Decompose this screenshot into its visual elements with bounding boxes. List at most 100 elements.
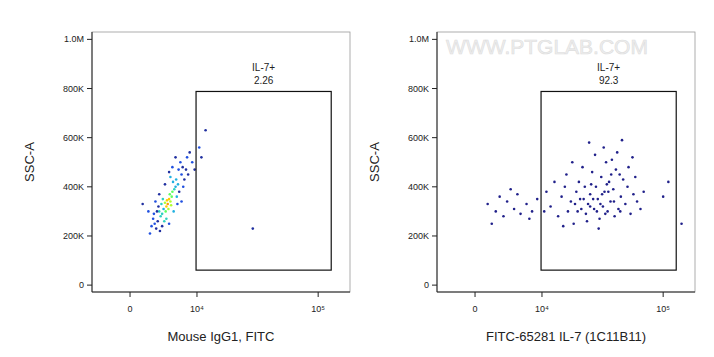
event-dot <box>167 208 170 211</box>
event-dot <box>168 222 171 225</box>
event-dot <box>642 190 645 193</box>
event-dot <box>567 210 570 213</box>
event-dot <box>160 203 163 206</box>
event-dot <box>525 203 528 206</box>
event-dot <box>172 181 175 184</box>
y-tick-label: 600K <box>408 133 429 143</box>
event-dot <box>200 156 203 159</box>
event-dot <box>188 151 191 154</box>
event-dot <box>596 210 599 213</box>
event-dot <box>251 227 254 230</box>
y-tick-label: 400K <box>63 182 84 192</box>
event-dot <box>178 190 181 193</box>
event-dot <box>631 156 634 159</box>
event-dot <box>606 210 609 213</box>
y-tick-label: 200K <box>63 231 84 241</box>
event-dot <box>574 203 577 206</box>
event-dot <box>595 186 598 189</box>
event-dot <box>600 176 603 179</box>
y-tick <box>432 186 437 187</box>
x-tick-label: 10⁴ <box>535 304 549 314</box>
event-dot <box>177 168 180 171</box>
event-dot <box>613 215 616 218</box>
x-tick-label: 10⁵ <box>656 304 670 314</box>
event-dot <box>165 217 168 220</box>
event-dot <box>622 178 625 181</box>
y-tick <box>432 137 437 138</box>
event-dot <box>168 171 171 174</box>
gate-group <box>541 91 676 270</box>
event-dot <box>180 173 183 176</box>
event-dot <box>498 195 501 198</box>
event-dot <box>603 190 606 193</box>
y-tick <box>432 88 437 89</box>
y-tick <box>432 235 437 236</box>
event-dot <box>613 200 616 203</box>
y-tick <box>87 88 92 89</box>
event-dot <box>174 186 177 189</box>
event-dot <box>609 200 612 203</box>
y-tick-label: 200K <box>408 231 429 241</box>
gate-label: IL-7+ <box>252 62 275 73</box>
event-dot <box>164 183 167 186</box>
event-dot <box>606 183 609 186</box>
event-dot <box>662 195 665 198</box>
event-dot <box>597 227 600 230</box>
event-dot <box>543 210 546 213</box>
event-dot <box>570 200 573 203</box>
y-tick <box>87 137 92 138</box>
event-dot <box>509 188 512 191</box>
event-dot <box>519 213 522 216</box>
event-dot <box>605 161 608 164</box>
event-dot <box>590 183 593 186</box>
y-tick-label: 800K <box>408 84 429 94</box>
event-dot <box>187 173 190 176</box>
y-tick-label: 600K <box>63 133 84 143</box>
y-tick <box>87 186 92 187</box>
y-tick-label: 400K <box>408 182 429 192</box>
event-dot <box>580 208 583 211</box>
event-dot <box>147 210 150 213</box>
event-dot <box>591 171 594 174</box>
x-axis-label: Mouse IgG1, FITC <box>168 329 275 344</box>
x-tick-label: 0 <box>473 304 478 314</box>
event-dot <box>176 203 179 206</box>
event-dot <box>166 203 169 206</box>
event-dot <box>565 173 568 176</box>
y-tick <box>432 285 437 286</box>
watermark: WWW.PTGLAB.COM <box>446 35 648 58</box>
event-dot <box>598 217 601 220</box>
y-tick-label: 1.0M <box>409 34 429 44</box>
event-dot <box>154 200 157 203</box>
event-dot <box>164 210 167 213</box>
y-tick <box>87 235 92 236</box>
event-dot <box>152 217 155 220</box>
event-dot <box>186 156 189 159</box>
event-dot <box>183 178 186 181</box>
gate <box>196 91 331 270</box>
event-dot <box>589 193 592 196</box>
points <box>141 129 254 235</box>
event-dot <box>584 186 587 189</box>
event-dot <box>181 166 184 169</box>
gate-percent: 2.26 <box>254 75 274 86</box>
event-dot <box>164 201 167 204</box>
event-dot <box>159 215 162 218</box>
gate-group <box>196 91 331 270</box>
event-dot <box>572 222 575 225</box>
event-dot <box>156 220 159 223</box>
event-dot <box>619 210 622 213</box>
event-dot <box>149 232 152 235</box>
event-dot <box>579 198 582 201</box>
y-tick <box>432 39 437 40</box>
event-dot <box>553 181 556 184</box>
event-dot <box>162 208 165 211</box>
event-dot <box>602 146 605 149</box>
event-dot <box>585 213 588 216</box>
event-dot <box>593 208 596 211</box>
event-dot <box>155 227 158 230</box>
event-dot <box>564 186 567 189</box>
event-dot <box>634 176 637 179</box>
y-axis-line <box>437 32 438 292</box>
event-dot <box>161 213 164 216</box>
